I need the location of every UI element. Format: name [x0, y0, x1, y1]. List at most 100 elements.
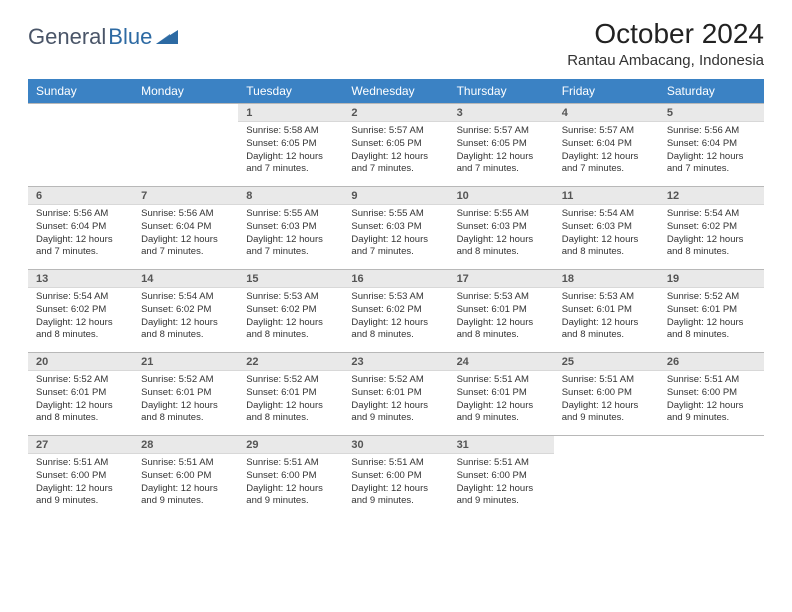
sunset-text: Sunset: 6:02 PM [141, 304, 230, 317]
sunset-text: Sunset: 6:01 PM [457, 387, 546, 400]
day-number-cell: 24 [449, 352, 554, 371]
sunset-text: Sunset: 6:05 PM [246, 138, 335, 151]
day-content-cell: Sunrise: 5:51 AMSunset: 6:00 PMDaylight:… [28, 454, 133, 518]
sunset-text: Sunset: 6:04 PM [36, 221, 125, 234]
sunrise-text: Sunrise: 5:52 AM [351, 374, 440, 387]
daylight-text: Daylight: 12 hours and 8 minutes. [246, 317, 335, 343]
day-number-cell: 15 [238, 269, 343, 288]
daylight-text: Daylight: 12 hours and 8 minutes. [141, 400, 230, 426]
day-number-cell: 6 [28, 186, 133, 205]
day-number-cell: 21 [133, 352, 238, 371]
sunrise-text: Sunrise: 5:54 AM [141, 291, 230, 304]
sunrise-text: Sunrise: 5:53 AM [246, 291, 335, 304]
daylight-text: Daylight: 12 hours and 8 minutes. [457, 317, 546, 343]
daylight-text: Daylight: 12 hours and 9 minutes. [667, 400, 756, 426]
sunset-text: Sunset: 6:00 PM [457, 470, 546, 483]
daylight-text: Daylight: 12 hours and 8 minutes. [562, 234, 651, 260]
sunset-text: Sunset: 6:02 PM [246, 304, 335, 317]
sunrise-text: Sunrise: 5:51 AM [562, 374, 651, 387]
sunset-text: Sunset: 6:00 PM [141, 470, 230, 483]
day-number-cell: 30 [343, 435, 448, 454]
sunrise-text: Sunrise: 5:57 AM [457, 125, 546, 138]
day-content-cell: Sunrise: 5:55 AMSunset: 6:03 PMDaylight:… [238, 205, 343, 269]
sunset-text: Sunset: 6:03 PM [246, 221, 335, 234]
day-content-cell: Sunrise: 5:52 AMSunset: 6:01 PMDaylight:… [133, 371, 238, 435]
daylight-text: Daylight: 12 hours and 9 minutes. [246, 483, 335, 509]
day-content-cell: Sunrise: 5:58 AMSunset: 6:05 PMDaylight:… [238, 122, 343, 186]
daylight-text: Daylight: 12 hours and 7 minutes. [457, 151, 546, 177]
day-number-cell: 31 [449, 435, 554, 454]
day-number-cell: 25 [554, 352, 659, 371]
day-number-row: 20212223242526 [28, 352, 764, 371]
day-content-cell: Sunrise: 5:55 AMSunset: 6:03 PMDaylight:… [343, 205, 448, 269]
day-header-friday: Friday [554, 79, 659, 103]
day-number-cell: 9 [343, 186, 448, 205]
day-header-monday: Monday [133, 79, 238, 103]
day-number-cell: 1 [238, 103, 343, 122]
day-content-cell: Sunrise: 5:57 AMSunset: 6:05 PMDaylight:… [449, 122, 554, 186]
day-content-cell: Sunrise: 5:53 AMSunset: 6:01 PMDaylight:… [449, 288, 554, 352]
day-content-cell: Sunrise: 5:53 AMSunset: 6:02 PMDaylight:… [343, 288, 448, 352]
day-content-row: Sunrise: 5:58 AMSunset: 6:05 PMDaylight:… [28, 122, 764, 186]
sunset-text: Sunset: 6:02 PM [351, 304, 440, 317]
sunset-text: Sunset: 6:04 PM [141, 221, 230, 234]
sunset-text: Sunset: 6:01 PM [562, 304, 651, 317]
location-text: Rantau Ambacang, Indonesia [567, 52, 764, 69]
logo-text-blue: Blue [108, 24, 152, 50]
day-number-row: 12345 [28, 103, 764, 122]
sunrise-text: Sunrise: 5:53 AM [457, 291, 546, 304]
day-number-cell: 20 [28, 352, 133, 371]
day-content-cell: Sunrise: 5:52 AMSunset: 6:01 PMDaylight:… [343, 371, 448, 435]
day-number-cell: 5 [659, 103, 764, 122]
day-number-cell [554, 435, 659, 454]
day-content-cell: Sunrise: 5:57 AMSunset: 6:04 PMDaylight:… [554, 122, 659, 186]
sunrise-text: Sunrise: 5:57 AM [562, 125, 651, 138]
day-number-cell: 17 [449, 269, 554, 288]
day-content-cell [554, 454, 659, 518]
sunrise-text: Sunrise: 5:52 AM [36, 374, 125, 387]
daylight-text: Daylight: 12 hours and 8 minutes. [562, 317, 651, 343]
day-content-row: Sunrise: 5:56 AMSunset: 6:04 PMDaylight:… [28, 205, 764, 269]
day-header-sunday: Sunday [28, 79, 133, 103]
day-content-cell: Sunrise: 5:54 AMSunset: 6:02 PMDaylight:… [28, 288, 133, 352]
day-number-cell [659, 435, 764, 454]
day-number-cell: 11 [554, 186, 659, 205]
sunset-text: Sunset: 6:01 PM [351, 387, 440, 400]
day-content-cell: Sunrise: 5:52 AMSunset: 6:01 PMDaylight:… [238, 371, 343, 435]
day-content-cell [28, 122, 133, 186]
sunset-text: Sunset: 6:03 PM [562, 221, 651, 234]
day-number-cell: 18 [554, 269, 659, 288]
sunrise-text: Sunrise: 5:51 AM [351, 457, 440, 470]
sunrise-text: Sunrise: 5:53 AM [562, 291, 651, 304]
day-content-cell [659, 454, 764, 518]
sunrise-text: Sunrise: 5:55 AM [246, 208, 335, 221]
sunset-text: Sunset: 6:00 PM [351, 470, 440, 483]
sunrise-text: Sunrise: 5:55 AM [457, 208, 546, 221]
day-number-cell: 13 [28, 269, 133, 288]
day-number-cell: 12 [659, 186, 764, 205]
sunset-text: Sunset: 6:01 PM [141, 387, 230, 400]
day-content-cell: Sunrise: 5:56 AMSunset: 6:04 PMDaylight:… [28, 205, 133, 269]
daylight-text: Daylight: 12 hours and 7 minutes. [141, 234, 230, 260]
sunset-text: Sunset: 6:00 PM [246, 470, 335, 483]
sunrise-text: Sunrise: 5:56 AM [36, 208, 125, 221]
day-number-cell: 4 [554, 103, 659, 122]
sunset-text: Sunset: 6:05 PM [457, 138, 546, 151]
day-header-thursday: Thursday [449, 79, 554, 103]
day-content-cell: Sunrise: 5:51 AMSunset: 6:00 PMDaylight:… [554, 371, 659, 435]
daylight-text: Daylight: 12 hours and 7 minutes. [562, 151, 651, 177]
daylight-text: Daylight: 12 hours and 9 minutes. [351, 400, 440, 426]
calendar-body: 12345Sunrise: 5:58 AMSunset: 6:05 PMDayl… [28, 103, 764, 518]
daylight-text: Daylight: 12 hours and 8 minutes. [457, 234, 546, 260]
sunset-text: Sunset: 6:01 PM [246, 387, 335, 400]
sunset-text: Sunset: 6:03 PM [457, 221, 546, 234]
logo: GeneralBlue [28, 24, 178, 50]
sunrise-text: Sunrise: 5:51 AM [457, 374, 546, 387]
daylight-text: Daylight: 12 hours and 9 minutes. [141, 483, 230, 509]
sunset-text: Sunset: 6:02 PM [667, 221, 756, 234]
sunrise-text: Sunrise: 5:56 AM [141, 208, 230, 221]
day-number-cell: 2 [343, 103, 448, 122]
header: GeneralBlue October 2024 Rantau Ambacang… [28, 18, 764, 69]
sunrise-text: Sunrise: 5:58 AM [246, 125, 335, 138]
sunrise-text: Sunrise: 5:54 AM [667, 208, 756, 221]
